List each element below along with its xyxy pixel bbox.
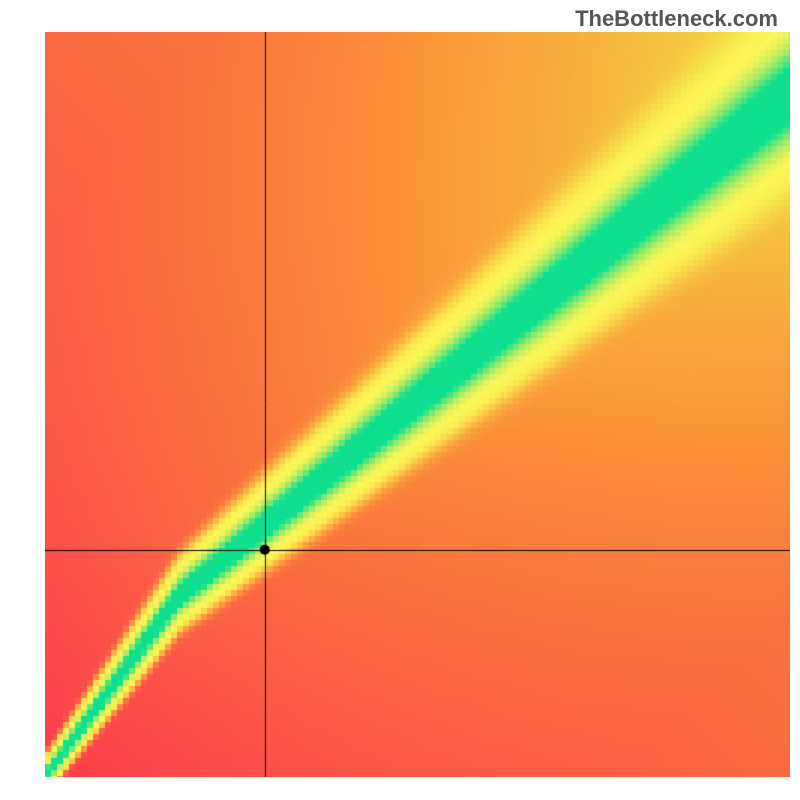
bottleneck-heatmap	[45, 32, 790, 777]
watermark-text: TheBottleneck.com	[575, 6, 778, 32]
crosshair-overlay	[45, 32, 790, 777]
